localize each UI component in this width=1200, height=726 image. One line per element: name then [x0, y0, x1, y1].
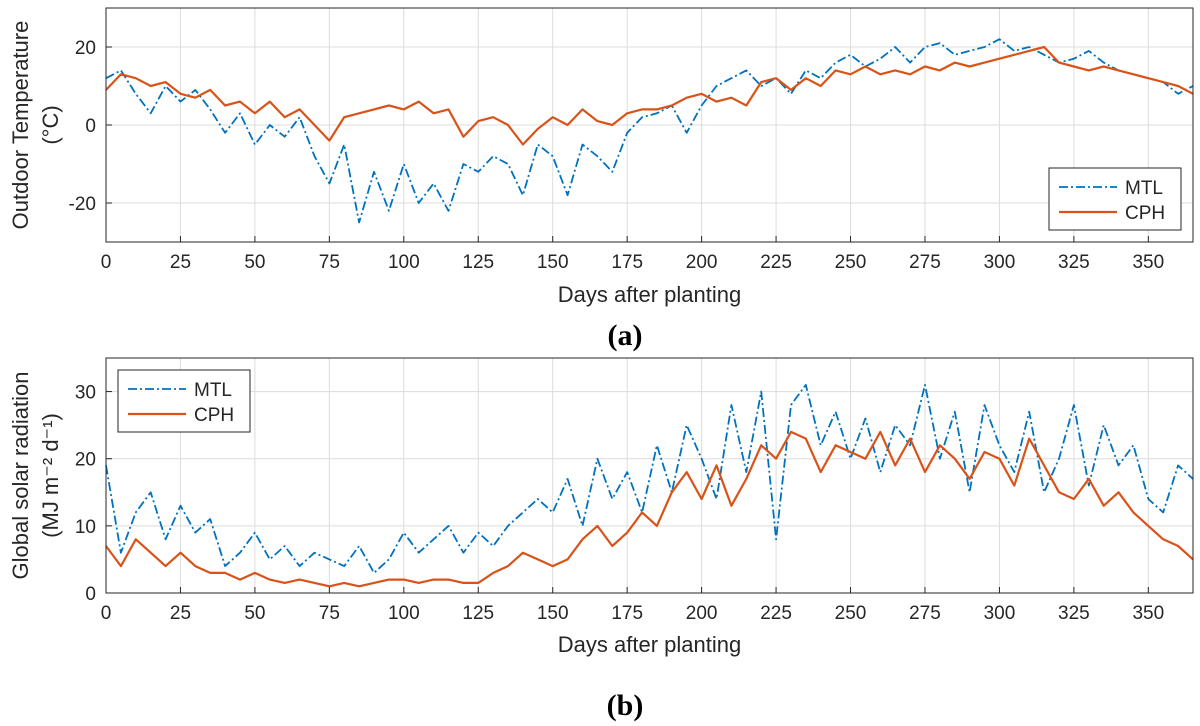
legend-label-mtl: MTL: [1125, 178, 1163, 199]
x-tick-label: 250: [835, 252, 867, 273]
x-tick-label: 125: [462, 252, 494, 273]
legend-box: [1048, 167, 1182, 231]
y-tick-label: 20: [75, 450, 96, 471]
x-tick-label: 225: [760, 252, 792, 273]
y-axis-label-b-line2: (MJ m⁻² d⁻¹): [38, 413, 63, 538]
series-line-mtl: [105, 38, 1194, 224]
legend-box: [117, 369, 251, 433]
x-tick-label: 25: [170, 603, 191, 624]
x-tick-label: 275: [909, 603, 941, 624]
x-tick-label: 0: [101, 603, 112, 624]
y-tick-label: 10: [75, 517, 96, 538]
x-tick-label: 300: [984, 252, 1016, 273]
x-tick-label: 0: [101, 252, 112, 273]
legend-label-mtl: MTL: [194, 380, 232, 401]
tick-labels-b: 0 25 50 75 100 125 150 175 200 225 250 275 300 325 350…: [75, 383, 1164, 624]
legend-label-cph: CPH: [1125, 203, 1165, 224]
x-tick-label: 100: [388, 252, 420, 273]
x-tick-label: 200: [686, 603, 718, 624]
x-tick-label: 200: [686, 252, 718, 273]
x-tick-label: 150: [537, 603, 569, 624]
y-axis-label-a: Outdoor Temperature (°C): [8, 21, 63, 230]
y-tick-label: 20: [75, 38, 96, 59]
series-line-cph: [105, 45, 1194, 146]
x-tick-label: 225: [760, 603, 792, 624]
y-tick-label: -20: [69, 194, 96, 215]
x-tick-label: 175: [611, 252, 643, 273]
x-tick-label: 300: [984, 603, 1016, 624]
x-tick-label: 250: [835, 603, 867, 624]
x-axis-label-a: Days after planting: [558, 282, 741, 307]
series-lines-a: [105, 38, 1194, 224]
x-tick-label: 325: [1058, 603, 1090, 624]
x-tick-label: 100: [388, 603, 420, 624]
panel-tag-b: (b): [607, 689, 644, 722]
x-axis-label-b: Days after planting: [558, 632, 741, 657]
chart-temperature: 0 25 50 75 100 125 150 175 200 225 250 275 300 325 350…: [8, 7, 1194, 352]
x-tick-label: 150: [537, 252, 569, 273]
x-tick-label: 350: [1132, 252, 1164, 273]
x-tick-label: 350: [1132, 603, 1164, 624]
y-axis-label-a-line2: (°C): [38, 105, 63, 144]
x-tick-label: 125: [462, 603, 494, 624]
legend-a: MTL CPH: [1048, 167, 1182, 231]
x-tick-label: 175: [611, 603, 643, 624]
tick-labels-a: 0 25 50 75 100 125 150 175 200 225 250 275 300 325 350…: [69, 38, 1165, 273]
x-tick-label: 75: [319, 252, 340, 273]
x-tick-label: 325: [1058, 252, 1090, 273]
series-lines-b: [105, 383, 1194, 588]
x-tick-label: 25: [170, 252, 191, 273]
y-axis-label-b: Global solar radiation (MJ m⁻² d⁻¹): [8, 372, 63, 580]
grid-b: [105, 358, 1193, 594]
x-tick-label: 275: [909, 252, 941, 273]
plot-frame-b: [105, 357, 1194, 594]
legend-b: MTL CPH: [117, 369, 251, 433]
y-tick-label: 0: [85, 584, 96, 605]
y-tick-label: 30: [75, 383, 96, 404]
x-tick-label: 75: [319, 603, 340, 624]
series-line-cph: [105, 430, 1194, 588]
y-tick-label: 0: [85, 116, 96, 137]
x-tick-label: 50: [244, 603, 265, 624]
legend-label-cph: CPH: [194, 405, 234, 426]
panel-tag-a: (a): [608, 319, 643, 352]
chart-radiation: 0 25 50 75 100 125 150 175 200 225 250 275 300 325 350…: [8, 357, 1194, 722]
y-axis-label-a-line1: Outdoor Temperature: [8, 21, 33, 230]
series-line-mtl: [105, 383, 1194, 574]
y-axis-label-b-line1: Global solar radiation: [8, 372, 33, 580]
x-tick-label: 50: [244, 252, 265, 273]
